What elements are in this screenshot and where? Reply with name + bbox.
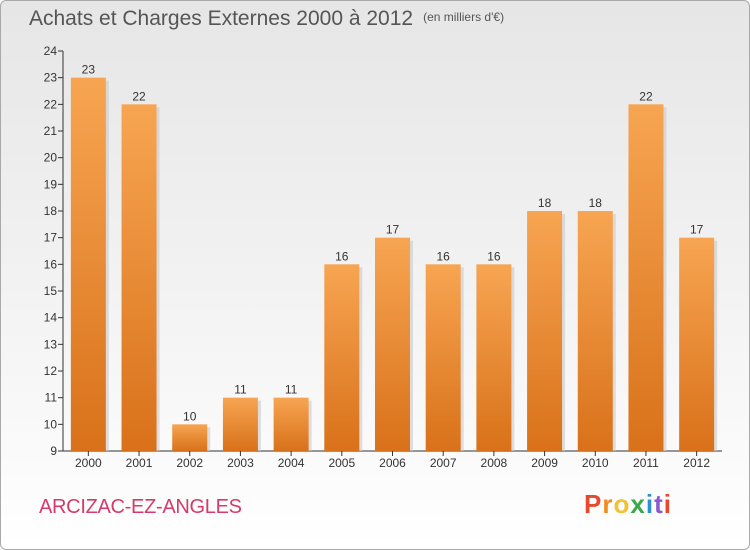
bar-value-label: 17 [690, 223, 704, 237]
y-tick-label: 16 [44, 257, 58, 271]
bar [273, 397, 309, 451]
bar [476, 264, 512, 451]
y-tick-label: 10 [44, 417, 58, 431]
x-tick-label: 2011 [633, 456, 659, 470]
place-name: ARCIZAC-EZ-ANGLES [39, 496, 242, 518]
bar-value-label: 22 [639, 89, 653, 103]
bar-value-label: 10 [183, 409, 197, 423]
y-tick-label: 21 [44, 124, 58, 138]
chart-title: Achats et Charges Externes 2000 à 2012 (e… [29, 7, 504, 31]
x-tick-label: 2005 [328, 456, 355, 470]
x-tick-label: 2007 [430, 456, 457, 470]
x-tick-label: 2006 [379, 456, 406, 470]
bar-value-label: 16 [335, 249, 349, 263]
x-tick-label: 2010 [582, 456, 609, 470]
y-tick-label: 22 [44, 97, 58, 111]
y-tick-label: 13 [44, 337, 58, 351]
y-tick-label: 23 [44, 71, 58, 85]
bar [70, 77, 106, 452]
bar [577, 211, 613, 451]
y-tick-label: 9 [50, 444, 57, 458]
x-tick-label: 2012 [683, 456, 710, 470]
y-tick-label: 15 [44, 284, 58, 298]
bar [628, 104, 664, 451]
x-tick-label: 2000 [75, 456, 102, 470]
y-tick-label: 11 [45, 391, 58, 405]
x-tick-label: 2009 [531, 456, 558, 470]
y-tick-label: 12 [44, 364, 58, 378]
y-tick-label: 14 [44, 311, 58, 325]
bar-value-label: 16 [487, 249, 501, 263]
x-tick-label: 2008 [481, 456, 508, 470]
bar-value-label: 11 [234, 383, 247, 397]
y-tick-label: 24 [44, 44, 58, 58]
x-tick-label: 2002 [176, 456, 203, 470]
bar-value-label: 16 [437, 249, 451, 263]
bar-value-label: 11 [285, 383, 298, 397]
bar [121, 104, 157, 451]
bar [425, 264, 461, 451]
y-tick-label: 18 [44, 204, 58, 218]
x-tick-label: 2001 [126, 456, 153, 470]
y-tick-label: 17 [44, 231, 58, 245]
bar-value-label: 18 [589, 196, 603, 210]
unit-note: (en milliers d'€) [423, 10, 505, 24]
bar [375, 237, 410, 451]
bar [222, 397, 258, 451]
x-tick-label: 2004 [278, 456, 305, 470]
chart-title-text: Achats et Charges Externes 2000 à 2012 [29, 7, 414, 30]
bar [172, 424, 208, 451]
bar-value-label: 22 [132, 89, 146, 103]
bar [324, 264, 360, 451]
x-tick-label: 2003 [227, 456, 254, 470]
bar [527, 211, 563, 451]
bar-value-label: 23 [82, 63, 96, 77]
bar-value-label: 17 [386, 223, 400, 237]
bar [679, 237, 715, 451]
proxiti-logo: Proxiti [584, 489, 672, 519]
y-tick-label: 20 [44, 151, 58, 165]
bar-value-label: 18 [538, 196, 552, 210]
y-tick-label: 19 [44, 177, 58, 191]
